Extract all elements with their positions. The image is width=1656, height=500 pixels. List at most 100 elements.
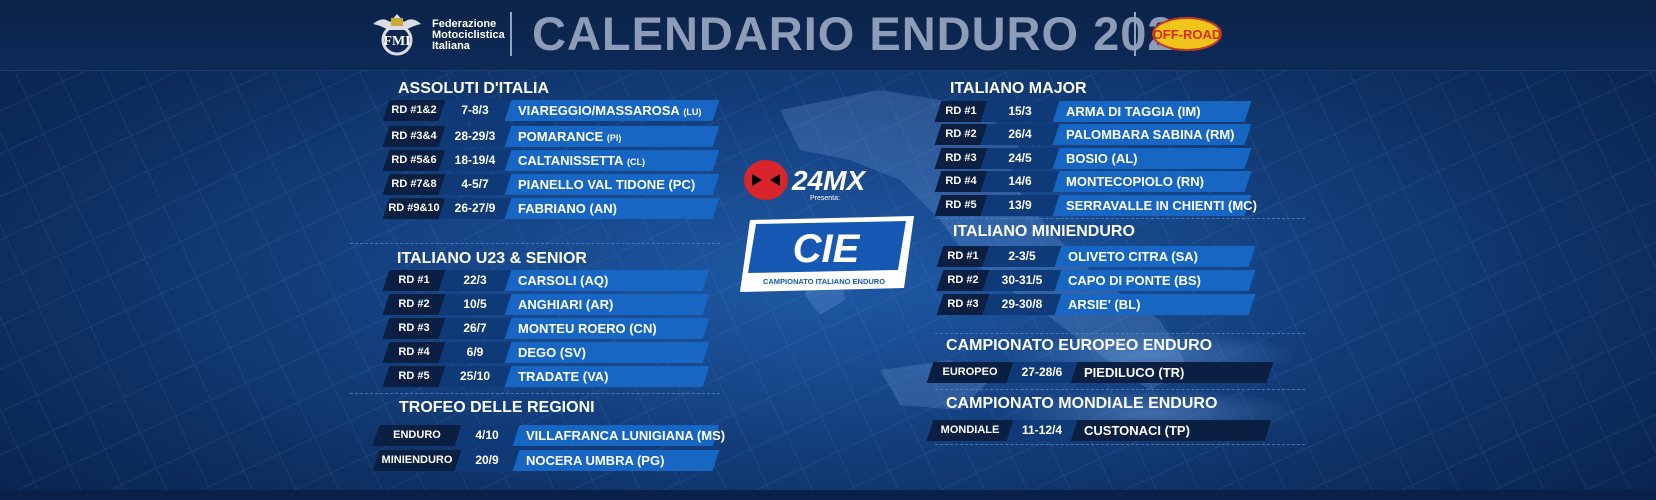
round-date: 14/6: [1008, 174, 1032, 188]
round-date: 29-30/8: [1001, 297, 1043, 311]
round-label: RD #5: [398, 370, 430, 382]
round-label: RD #1&2: [391, 104, 437, 116]
round-label: RD #4: [398, 346, 430, 358]
separator: [935, 333, 1305, 334]
round-label: EUROPEO: [942, 366, 998, 378]
round-label: MINIENDURO: [381, 454, 453, 466]
table-row: RD #3&4 28-29/3 POMARANCE (PI): [382, 126, 720, 147]
24mx-logo-icon: 24MX: [744, 160, 867, 200]
svg-text:FMI: FMI: [383, 34, 410, 49]
round-date: 22/3: [463, 273, 487, 287]
round-label: RD #3: [945, 152, 977, 164]
separator: [935, 444, 1305, 445]
header-divider-right: [1134, 12, 1136, 56]
svg-text:CIE: CIE: [793, 227, 861, 271]
round-label: RD #1: [398, 274, 430, 286]
round-date: 27-28/6: [1021, 365, 1063, 379]
separator: [935, 218, 1305, 219]
round-place: FABRIANO (AN): [518, 201, 617, 216]
round-label: RD #1: [947, 250, 979, 262]
table-row: RD #2 26/4 PALOMBARA SABINA (RM): [934, 124, 1252, 145]
round-label: RD #1: [945, 105, 977, 117]
round-place: TRADATE (VA): [518, 369, 609, 384]
round-date: 11-12/4: [1021, 423, 1063, 437]
round-place: DEGO (SV): [518, 345, 586, 360]
table-row: MONDIALE 11-12/4 CUSTONACI (TP): [926, 420, 1272, 441]
round-date: 18-19/4: [454, 153, 496, 167]
table-row: RD #3 24/5 BOSIO (AL): [934, 148, 1252, 169]
round-label: RD #5: [945, 199, 977, 211]
table-row: RD #4 6/9 DEGO (SV): [382, 342, 710, 363]
round-place: ARSIE' (BL): [1068, 297, 1141, 312]
round-place: PIANELLO VAL TIDONE (PC): [518, 177, 696, 192]
table-row: EUROPEO 27-28/6 PIEDILUCO (TR): [926, 362, 1274, 383]
round-place: CALTANISSETTA: [518, 153, 624, 168]
round-label: RD #2: [398, 298, 430, 310]
round-place: ARMA DI TAGGIA (IM): [1066, 104, 1201, 119]
round-date: 25/10: [459, 369, 491, 383]
round-date: 6/9: [466, 345, 484, 359]
round-label: RD #3: [947, 298, 979, 310]
round-date: 4/10: [475, 428, 499, 442]
round-label: RD #7&8: [391, 178, 437, 190]
table-row: RD #2 10/5 ANGHIARI (AR): [382, 294, 710, 315]
round-date: 28-29/3: [454, 129, 496, 143]
round-date: 10/5: [463, 297, 487, 311]
section-title-europeo: CAMPIONATO EUROPEO ENDURO: [946, 337, 1213, 354]
round-date: 30-31/5: [1001, 273, 1043, 287]
fmi-name: Federazione Motociclistica Italiana: [432, 18, 505, 52]
round-place: MONTECOPIOLO (RN): [1066, 174, 1204, 189]
province-code: (CL): [627, 157, 646, 167]
header-bar: [0, 0, 1656, 71]
table-row: RD #1 15/3 ARMA DI TAGGIA (IM): [934, 101, 1252, 122]
table-row: RD #1 22/3 CARSOLI (AQ): [382, 270, 710, 291]
section-title-u23-senior: ITALIANO U23 & SENIOR: [397, 250, 587, 267]
round-place: VILLAFRANCA LUNIGIANA (MS): [526, 428, 726, 443]
round-place: POMARANCE: [518, 129, 604, 144]
table-row: MINIENDURO 20/9 NOCERA UMBRA (PG): [372, 450, 720, 471]
round-place: BOSIO (AL): [1066, 151, 1138, 166]
round-date: 13/9: [1008, 198, 1032, 212]
table-row: RD #9&10 26-27/9 FABRIANO (AN): [382, 198, 720, 219]
round-date: 15/3: [1008, 104, 1032, 118]
fmi-line-1: Federazione: [432, 18, 497, 30]
table-row: RD #3 29-30/8 ARSIE' (BL): [936, 294, 1256, 315]
round-date: 4-5/7: [461, 177, 489, 191]
table-row: ENDURO 4/10 VILLAFRANCA LUNIGIANA (MS): [372, 425, 725, 446]
table-row: RD #3 26/7 MONTEU ROERO (CN): [382, 318, 710, 339]
section-title-assoluti: ASSOLUTI D'ITALIA: [398, 80, 550, 97]
round-label: RD #2: [947, 274, 979, 286]
round-place: ANGHIARI (AR): [518, 297, 614, 312]
round-place: CAPO DI PONTE (BS): [1068, 273, 1201, 288]
header-divider-left: [510, 12, 512, 56]
round-date: 26-27/9: [454, 201, 496, 215]
presenta-label: Presenta:: [810, 195, 840, 202]
separator: [935, 389, 1305, 390]
svg-text:CAMPIONATO ITALIANO ENDURO: CAMPIONATO ITALIANO ENDURO: [763, 277, 885, 286]
table-row: RD #5 25/10 TRADATE (VA): [382, 366, 710, 387]
fmi-line-3: Italiana: [432, 40, 470, 52]
separator: [350, 243, 720, 244]
table-row: RD #1&2 7-8/3 VIAREGGIO/MASSAROSA (LU): [382, 100, 720, 121]
svg-text:OFF-ROAD: OFF-ROAD: [1153, 27, 1222, 42]
round-label: RD #5&6: [391, 154, 437, 166]
round-place: PIEDILUCO (TR): [1084, 365, 1185, 380]
page-title: CALENDARIO ENDURO 2026: [532, 7, 1202, 60]
fmi-line-2: Motociclistica: [432, 29, 505, 41]
round-date: 20/9: [475, 453, 499, 467]
offroad-logo-icon: OFF-ROAD: [1152, 17, 1222, 51]
round-place: VIAREGGIO/MASSAROSA: [518, 103, 680, 118]
separator: [350, 393, 720, 394]
table-row: RD #1 2-3/5 OLIVETO CITRA (SA): [936, 246, 1256, 267]
section-title-major: ITALIANO MAJOR: [950, 80, 1087, 97]
fmi-logo-icon: FMI: [373, 14, 421, 56]
round-label: MONDIALE: [940, 424, 1000, 436]
round-date: 26/4: [1008, 127, 1032, 141]
round-date: 26/7: [463, 321, 487, 335]
round-place: OLIVETO CITRA (SA): [1068, 249, 1198, 264]
table-row: RD #2 30-31/5 CAPO DI PONTE (BS): [936, 270, 1256, 291]
round-date: 7-8/3: [461, 103, 489, 117]
table-row: RD #4 14/6 MONTECOPIOLO (RN): [934, 171, 1252, 192]
round-label: RD #3&4: [391, 130, 437, 142]
